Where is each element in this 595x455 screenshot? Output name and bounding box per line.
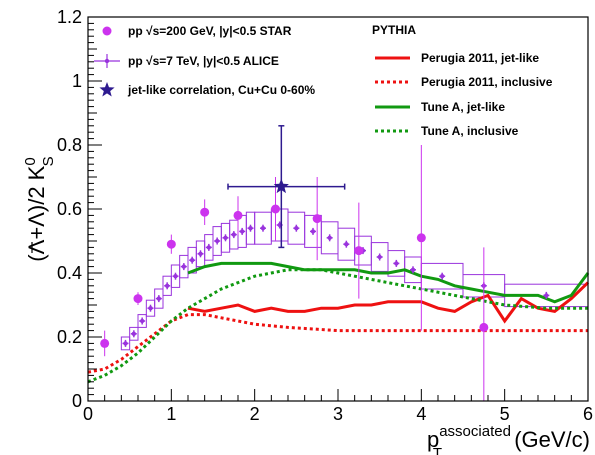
x-tick-label: 6 <box>583 404 593 424</box>
legend-circle-icon <box>103 27 112 36</box>
x-tick-label: 3 <box>333 404 343 424</box>
alice-point <box>327 236 331 240</box>
star-point <box>234 211 243 220</box>
y-tick-label: 0 <box>72 391 82 411</box>
star-point <box>134 294 143 303</box>
alice-point <box>232 232 236 236</box>
systematic-boxes <box>121 209 588 350</box>
alice-point <box>394 261 398 265</box>
alice-point <box>311 229 315 233</box>
star-point <box>354 246 363 255</box>
alice-point <box>148 306 152 310</box>
x-tick-label: 2 <box>250 404 260 424</box>
alice-point <box>411 268 415 272</box>
alice-point <box>440 274 444 278</box>
alice-point <box>215 239 219 243</box>
curve-perugia-2011-inclusive <box>88 315 588 373</box>
star-point <box>200 208 209 217</box>
alice-point <box>294 226 298 230</box>
y-tick-label: 0.4 <box>57 263 82 283</box>
y-axis-title: (Λ+Λ)/2 K0S <box>22 156 57 261</box>
alice-point <box>240 229 244 233</box>
star-point <box>479 323 488 332</box>
x-axis-title: passociated T (GeV/c) <box>427 423 590 455</box>
alice-point <box>544 293 548 297</box>
legend-entry-label: pp √s=200 GeV, |y|<0.5 STAR <box>128 24 292 38</box>
x-tick-label: 4 <box>416 404 426 424</box>
alice-point <box>261 226 265 230</box>
legend-pythia-label: Perugia 2011, jet-like <box>421 51 539 65</box>
legend-pythia-label: Tune A, jet-like <box>421 100 505 114</box>
legend-pythia-label: Perugia 2011, inclusive <box>421 75 553 89</box>
x-tick-label: 5 <box>500 404 510 424</box>
x-tick-label: 0 <box>83 404 93 424</box>
x-tick-label: 1 <box>166 404 176 424</box>
legend-entry-label: jet-like correlation, Cu+Cu 0-60% <box>127 83 315 97</box>
curve-perugia-2011-jet-like <box>188 283 588 321</box>
legend-data: pp √s=200 GeV, |y|<0.5 STAR pp √s=7 TeV, … <box>94 24 315 97</box>
alice-point <box>198 252 202 256</box>
axes: 0 1 2 3 4 5 6 0 0.2 0.4 0.6 0.8 1 1.2 <box>57 7 593 424</box>
y-tick-label: 1 <box>72 71 82 91</box>
data-points <box>100 126 549 401</box>
star-point <box>167 240 176 249</box>
alice-point <box>223 236 227 240</box>
y-tick-label: 0.2 <box>57 327 82 347</box>
y-tick-label: 0.8 <box>57 135 82 155</box>
star-point <box>100 339 109 348</box>
alice-point <box>190 258 194 262</box>
alice-point <box>132 332 136 336</box>
legend-entry-label: pp √s=7 TeV, |y|<0.5 ALICE <box>128 54 279 68</box>
legend-pythia-title: PYTHIA <box>372 23 416 37</box>
alice-point <box>344 242 348 246</box>
alice-point <box>157 296 161 300</box>
y-tick-label: 1.2 <box>57 7 82 27</box>
legend-cross-icon <box>105 59 109 63</box>
alice-point <box>207 245 211 249</box>
alice-point <box>165 284 169 288</box>
star-point <box>271 205 280 214</box>
legend-star-icon <box>99 82 114 97</box>
alice-point <box>248 226 252 230</box>
legend-pythia-label: Tune A, inclusive <box>421 124 519 138</box>
star-point <box>313 214 322 223</box>
legend-pythia: PYTHIA Perugia 2011, jet-like Perugia 2011… <box>372 23 553 138</box>
alice-point <box>140 319 144 323</box>
alice-point <box>182 264 186 268</box>
alice-point <box>123 341 127 345</box>
y-tick-label: 0.6 <box>57 199 82 219</box>
alice-point <box>377 255 381 259</box>
star-point <box>417 233 426 242</box>
alice-point <box>173 274 177 278</box>
